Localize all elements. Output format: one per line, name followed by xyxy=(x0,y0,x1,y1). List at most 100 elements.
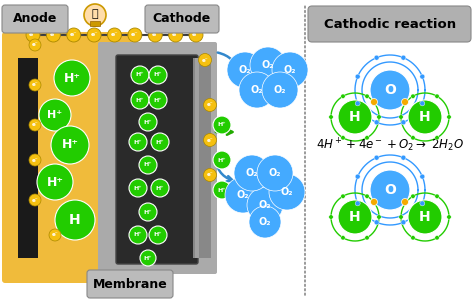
Text: -: - xyxy=(164,31,167,40)
Circle shape xyxy=(329,115,333,119)
Text: O₂: O₂ xyxy=(246,168,258,178)
Circle shape xyxy=(129,133,147,151)
Circle shape xyxy=(401,199,409,206)
Text: e⁻: e⁻ xyxy=(32,197,38,202)
Circle shape xyxy=(374,120,379,125)
Text: O₂: O₂ xyxy=(274,85,286,95)
FancyBboxPatch shape xyxy=(87,270,173,298)
Text: e⁻: e⁻ xyxy=(152,32,159,38)
Text: O₂: O₂ xyxy=(259,217,271,227)
Text: H⁺: H⁺ xyxy=(134,232,142,238)
Text: e⁻: e⁻ xyxy=(32,82,38,88)
Text: H: H xyxy=(349,110,361,124)
Circle shape xyxy=(227,52,263,88)
Circle shape xyxy=(435,236,439,240)
Text: -: - xyxy=(103,31,106,40)
Circle shape xyxy=(408,200,442,234)
Text: O₂: O₂ xyxy=(262,60,274,70)
Circle shape xyxy=(46,28,60,42)
Circle shape xyxy=(420,201,425,206)
Circle shape xyxy=(29,154,41,166)
Circle shape xyxy=(272,52,308,88)
Circle shape xyxy=(203,134,217,146)
Text: -: - xyxy=(62,31,65,40)
Bar xyxy=(18,58,38,258)
Circle shape xyxy=(128,28,142,42)
Text: Membrane: Membrane xyxy=(92,278,167,290)
Circle shape xyxy=(401,55,406,60)
Circle shape xyxy=(374,155,379,160)
FancyBboxPatch shape xyxy=(98,42,217,274)
Circle shape xyxy=(341,236,345,240)
Circle shape xyxy=(149,226,167,244)
Circle shape xyxy=(365,136,369,140)
Circle shape xyxy=(234,155,270,191)
Text: O₂: O₂ xyxy=(269,168,281,178)
Text: H⁺: H⁺ xyxy=(46,176,64,188)
Circle shape xyxy=(370,170,410,210)
Text: e⁻: e⁻ xyxy=(172,32,179,38)
Circle shape xyxy=(213,151,231,169)
Circle shape xyxy=(84,4,106,26)
Circle shape xyxy=(365,194,369,198)
Text: e⁻: e⁻ xyxy=(50,32,57,38)
Text: H: H xyxy=(69,213,81,227)
Circle shape xyxy=(29,39,41,51)
Text: O₂: O₂ xyxy=(239,65,251,75)
Circle shape xyxy=(401,155,406,160)
Circle shape xyxy=(55,200,95,240)
Circle shape xyxy=(250,47,286,83)
Text: O₂: O₂ xyxy=(284,65,296,75)
Circle shape xyxy=(139,113,157,131)
Text: H: H xyxy=(419,210,431,224)
Text: H⁺: H⁺ xyxy=(62,139,79,152)
Circle shape xyxy=(401,98,409,106)
Circle shape xyxy=(262,72,298,108)
Circle shape xyxy=(151,179,169,197)
FancyBboxPatch shape xyxy=(308,6,471,42)
Circle shape xyxy=(435,94,439,98)
Bar xyxy=(195,58,199,258)
Text: -: - xyxy=(42,31,45,40)
Text: H⁺: H⁺ xyxy=(154,73,162,77)
Circle shape xyxy=(29,194,41,206)
Circle shape xyxy=(329,215,333,219)
Circle shape xyxy=(151,133,169,151)
Circle shape xyxy=(203,98,217,112)
FancyBboxPatch shape xyxy=(2,5,68,33)
Text: -: - xyxy=(82,31,85,40)
Circle shape xyxy=(139,203,157,221)
Circle shape xyxy=(411,136,415,140)
Text: e⁻: e⁻ xyxy=(52,232,58,238)
Text: H⁺: H⁺ xyxy=(144,209,152,214)
Circle shape xyxy=(213,116,231,134)
Circle shape xyxy=(269,174,305,210)
Circle shape xyxy=(355,101,360,106)
Text: H⁺: H⁺ xyxy=(64,71,81,85)
Circle shape xyxy=(447,215,451,219)
Text: O₂: O₂ xyxy=(237,190,249,200)
Circle shape xyxy=(408,100,442,134)
Circle shape xyxy=(374,55,379,60)
Text: e⁻: e⁻ xyxy=(32,43,38,47)
Circle shape xyxy=(149,66,167,84)
Circle shape xyxy=(51,126,89,164)
Text: e⁻: e⁻ xyxy=(32,122,38,128)
Text: e⁻: e⁻ xyxy=(131,32,138,38)
Circle shape xyxy=(213,181,231,199)
Circle shape xyxy=(341,136,345,140)
Text: Cathode: Cathode xyxy=(153,13,211,26)
Circle shape xyxy=(401,220,406,225)
Circle shape xyxy=(26,28,40,42)
Text: H⁺: H⁺ xyxy=(218,122,226,128)
Text: H⁺: H⁺ xyxy=(47,110,63,120)
Circle shape xyxy=(49,229,61,241)
Text: H⁺: H⁺ xyxy=(136,98,144,103)
Bar xyxy=(193,58,211,258)
Text: H⁺: H⁺ xyxy=(136,73,144,77)
Text: -: - xyxy=(144,31,146,40)
Text: -: - xyxy=(184,31,187,40)
Text: 🌿: 🌿 xyxy=(91,9,98,19)
Circle shape xyxy=(108,28,121,42)
Text: H⁺: H⁺ xyxy=(156,140,164,145)
